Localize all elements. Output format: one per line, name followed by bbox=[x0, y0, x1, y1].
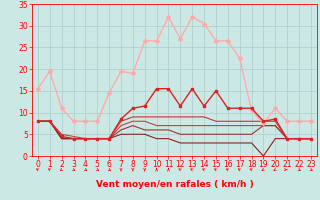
X-axis label: Vent moyen/en rafales ( km/h ): Vent moyen/en rafales ( km/h ) bbox=[96, 180, 253, 189]
